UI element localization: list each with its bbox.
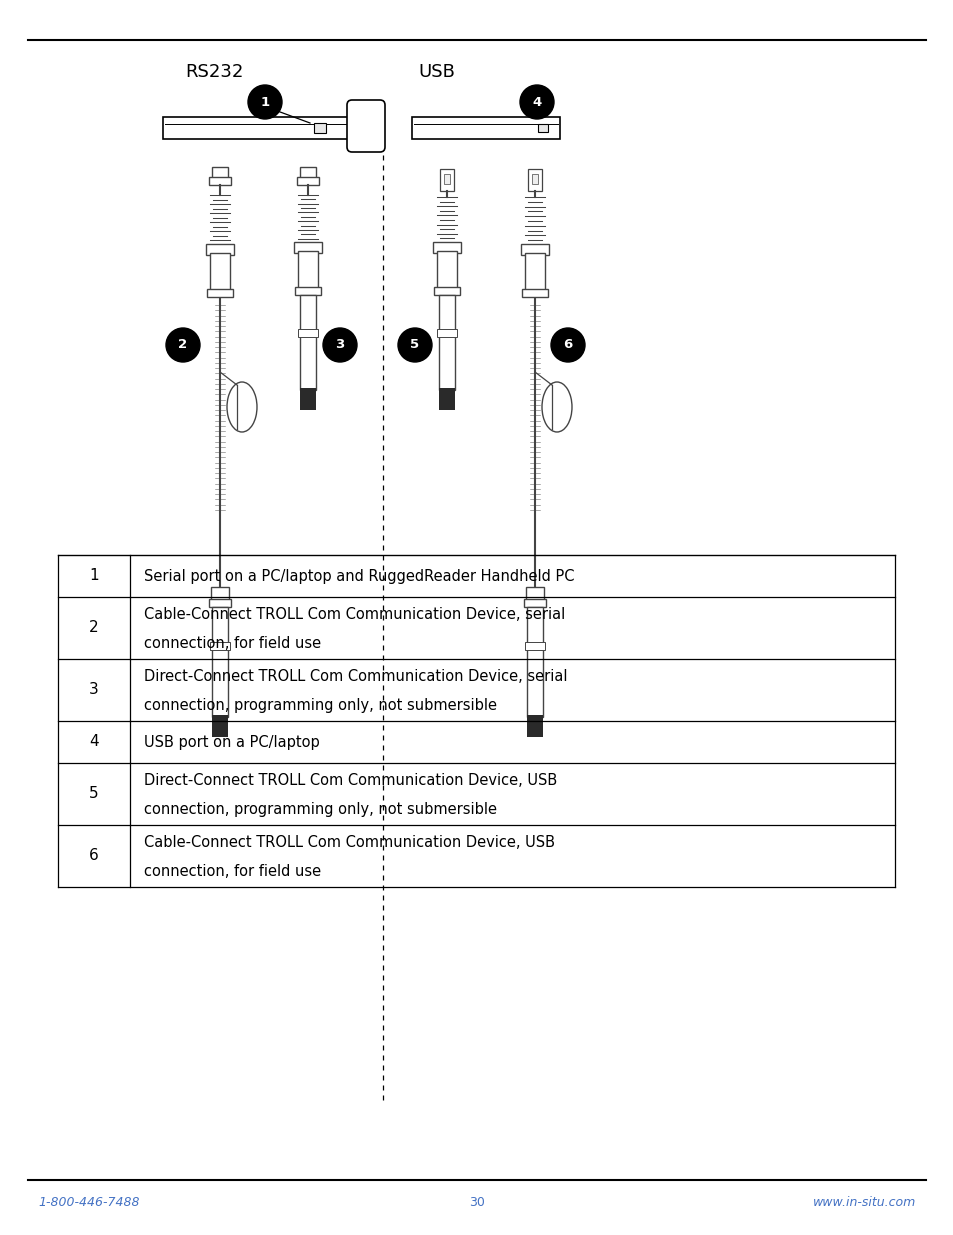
Bar (526, 715, 542, 737)
Bar (524, 641, 544, 650)
Bar (521, 289, 547, 296)
Text: 1: 1 (260, 95, 270, 109)
Text: 5: 5 (410, 338, 419, 352)
Bar (299, 167, 315, 179)
Text: RS232: RS232 (185, 63, 243, 82)
Text: connection, programming only, not submersible: connection, programming only, not submer… (144, 802, 497, 818)
Text: 5: 5 (89, 787, 99, 802)
Bar (526, 606, 542, 718)
Bar (314, 124, 326, 133)
Text: Cable-Connect TROLL Com Communication Device, USB: Cable-Connect TROLL Com Communication De… (144, 835, 555, 850)
Bar (434, 287, 459, 295)
Bar (436, 329, 456, 337)
Bar (443, 174, 450, 184)
Bar (439, 169, 454, 191)
Bar (299, 295, 315, 390)
Text: 2: 2 (178, 338, 188, 352)
Circle shape (166, 329, 200, 362)
Text: Serial port on a PC/laptop and RuggedReader Handheld PC: Serial port on a PC/laptop and RuggedRea… (144, 568, 574, 583)
Bar (294, 242, 322, 253)
Bar (532, 174, 537, 184)
Text: Cable-Connect TROLL Com Communication Device, serial: Cable-Connect TROLL Com Communication De… (144, 606, 565, 622)
Bar (211, 587, 229, 601)
Circle shape (519, 85, 554, 119)
Bar (206, 245, 233, 254)
Bar (210, 253, 230, 291)
Bar (212, 167, 228, 179)
Bar (438, 388, 455, 410)
Bar (525, 587, 543, 601)
Text: 6: 6 (563, 338, 572, 352)
Text: 3: 3 (335, 338, 344, 352)
Text: 3: 3 (89, 683, 99, 698)
Text: 30: 30 (469, 1197, 484, 1209)
FancyBboxPatch shape (347, 100, 385, 152)
Bar (520, 245, 548, 254)
Text: www.in-situ.com: www.in-situ.com (812, 1197, 915, 1209)
Text: 1-800-446-7488: 1-800-446-7488 (38, 1197, 139, 1209)
Bar (209, 599, 231, 606)
Bar (438, 295, 455, 390)
Bar (212, 715, 228, 737)
Text: connection, programming only, not submersible: connection, programming only, not submer… (144, 698, 497, 713)
Text: Direct-Connect TROLL Com Communication Device, serial: Direct-Connect TROLL Com Communication D… (144, 669, 567, 684)
Bar (212, 606, 228, 718)
Bar (527, 169, 541, 191)
Text: connection, for field use: connection, for field use (144, 864, 321, 879)
Bar (433, 242, 460, 253)
Circle shape (397, 329, 432, 362)
Text: USB port on a PC/laptop: USB port on a PC/laptop (144, 735, 319, 750)
Text: 2: 2 (89, 620, 99, 636)
Bar (297, 329, 317, 337)
Bar (537, 124, 547, 132)
Bar (296, 177, 318, 185)
Text: 6: 6 (89, 848, 99, 863)
Bar (299, 388, 315, 410)
Circle shape (551, 329, 584, 362)
Bar (297, 251, 317, 289)
Bar (210, 641, 230, 650)
Bar (294, 287, 320, 295)
Text: Direct-Connect TROLL Com Communication Device, USB: Direct-Connect TROLL Com Communication D… (144, 773, 557, 788)
Bar (163, 117, 348, 140)
Circle shape (248, 85, 282, 119)
Bar (207, 289, 233, 296)
Text: 4: 4 (532, 95, 541, 109)
Bar (209, 177, 231, 185)
Bar (524, 253, 544, 291)
Bar (436, 251, 456, 289)
Text: 4: 4 (89, 735, 99, 750)
Text: connection, for field use: connection, for field use (144, 636, 321, 651)
Bar (523, 599, 545, 606)
Text: USB: USB (417, 63, 455, 82)
Bar (412, 117, 559, 140)
Text: 1: 1 (89, 568, 99, 583)
Circle shape (323, 329, 356, 362)
